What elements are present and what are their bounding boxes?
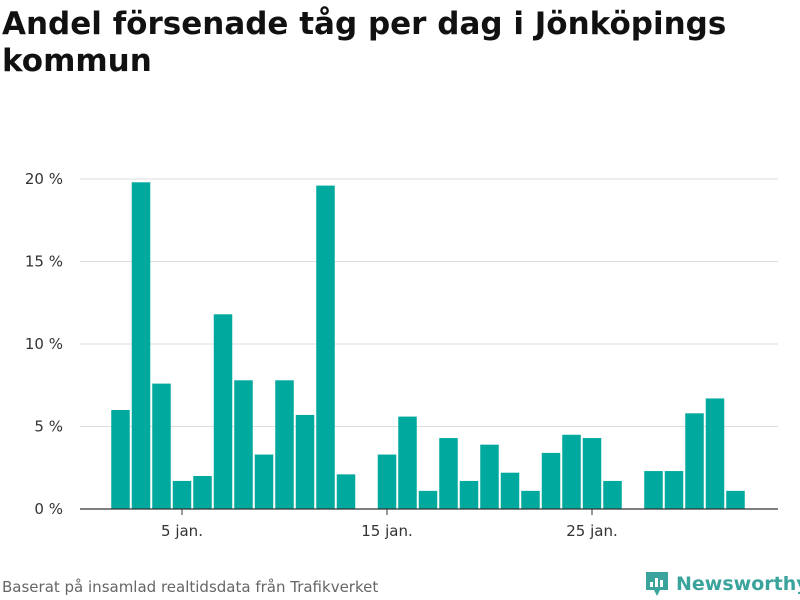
bar[interactable] (521, 490, 540, 509)
y-tick-label: 10 % (25, 335, 63, 353)
bar[interactable] (603, 480, 622, 509)
gridlines (80, 178, 778, 427)
bars (111, 182, 745, 510)
y-tick-label: 20 % (25, 170, 63, 188)
bar[interactable] (377, 454, 397, 509)
bar[interactable] (152, 383, 171, 509)
bar[interactable] (275, 380, 294, 509)
bar[interactable] (398, 416, 417, 509)
x-tick-label: 25 jan. (566, 522, 618, 540)
bar[interactable] (193, 476, 212, 509)
bar[interactable] (254, 454, 274, 509)
y-axis-ticks: 0 % 5 % 10 % 15 % 20 % (25, 170, 63, 518)
bar[interactable] (439, 438, 458, 509)
newsworthy-logo-icon (646, 572, 668, 596)
bar[interactable] (418, 490, 438, 509)
bar[interactable] (172, 480, 192, 509)
y-tick-label: 15 % (25, 253, 63, 271)
bar[interactable] (664, 471, 684, 509)
chart-title: Andel försenade tåg per dag i Jönköpings… (2, 6, 727, 79)
bar[interactable] (336, 474, 356, 509)
y-tick-label: 0 % (34, 500, 63, 518)
source-note: Baserat på insamlad realtidsdata från Tr… (2, 578, 379, 596)
bar[interactable] (500, 472, 520, 509)
bar[interactable] (234, 380, 253, 509)
newsworthy-logo[interactable]: Newsworthy (644, 570, 800, 598)
bar[interactable] (295, 414, 315, 509)
x-axis-ticks: 5 jan. 15 jan. 25 jan. (161, 509, 618, 540)
bar[interactable] (705, 398, 725, 509)
bar[interactable] (644, 471, 663, 509)
x-tick-label: 5 jan. (161, 522, 203, 540)
brand-name: Newsworthy (676, 573, 800, 595)
bar[interactable] (685, 413, 704, 509)
bar[interactable] (131, 182, 151, 510)
bar[interactable] (111, 410, 130, 509)
bar[interactable] (316, 185, 335, 509)
bar[interactable] (459, 480, 479, 509)
x-tick-label: 15 jan. (361, 522, 413, 540)
bar[interactable] (562, 434, 581, 509)
bar[interactable] (541, 452, 561, 509)
bar[interactable] (582, 438, 602, 509)
y-tick-label: 5 % (34, 418, 63, 436)
bar[interactable] (726, 490, 745, 509)
bar[interactable] (213, 314, 233, 509)
bar[interactable] (480, 444, 499, 509)
